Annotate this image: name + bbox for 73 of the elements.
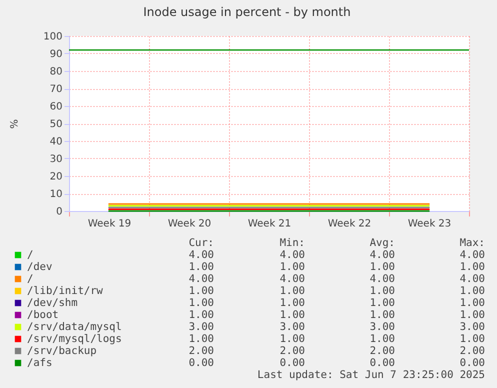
text: 1.00	[188, 285, 214, 297]
text: 1.00	[188, 297, 214, 309]
text: 3.00	[188, 321, 214, 333]
text: 0.00	[188, 357, 214, 369]
text: 1.00	[370, 261, 395, 273]
x-tick-label: Week 19	[88, 218, 132, 230]
legend-label: /srv/backup	[27, 345, 97, 357]
text: 4.00	[460, 273, 485, 285]
text: 2.00	[280, 345, 305, 357]
y-tick-label: 50	[50, 119, 62, 130]
text: 0.00	[460, 357, 485, 369]
text: 0.00	[280, 357, 305, 369]
x-tick-label: Week 21	[248, 218, 292, 230]
text: 1.00	[280, 333, 305, 345]
text: Max:	[460, 237, 485, 249]
text: 2.00	[188, 345, 214, 357]
text: 1.00	[460, 333, 485, 345]
text: Avg:	[370, 237, 395, 249]
text: Cur:	[188, 237, 214, 249]
chart-title: Inode usage in percent - by month	[143, 5, 351, 19]
y-tick-label: 90	[50, 49, 62, 60]
legend-label: /boot	[27, 309, 59, 321]
text: 4.00	[188, 273, 214, 285]
text: 1.00	[188, 309, 214, 321]
text: 4.00	[460, 249, 485, 261]
y-tick-label: 100	[43, 32, 62, 42]
y-tick-label: 10	[50, 189, 62, 200]
text: 1.00	[370, 309, 395, 321]
text: Min:	[280, 237, 305, 249]
text: 1.00	[280, 309, 305, 321]
text: 2.00	[370, 345, 395, 357]
y-axis-title: %	[9, 119, 20, 129]
text: 3.00	[370, 321, 395, 333]
legend-label: /dev/shm	[27, 297, 78, 309]
y-tick-label: 30	[50, 154, 62, 165]
text: 3.00	[460, 321, 485, 333]
y-tick-label: 20	[50, 172, 62, 182]
y-tick-label: 0	[56, 206, 62, 218]
legend-label: /srv/mysql/logs	[27, 333, 122, 345]
text: 1.00	[460, 285, 485, 297]
text: Last update: Sat Jun 7 23:25:00 2025	[257, 369, 485, 381]
legend-label: /srv/data/mysql	[27, 321, 122, 333]
y-tick-label: 60	[50, 102, 62, 112]
y-tick-label: 70	[50, 84, 62, 95]
text: 1.00	[280, 261, 305, 273]
text: 1.00	[370, 297, 395, 309]
legend-label: /afs	[27, 357, 52, 369]
legend-label: /	[27, 249, 34, 261]
legend-label: /	[27, 273, 34, 285]
legend-label: /lib/init/rw	[27, 285, 104, 297]
y-tick-label: 40	[50, 136, 62, 148]
x-tick-label: Week 20	[168, 218, 212, 230]
text: 1.00	[370, 285, 395, 297]
y-tick-label: 80	[50, 66, 62, 78]
text: 1.00	[460, 297, 485, 309]
text: 4.00	[280, 249, 305, 261]
text: 1.00	[460, 309, 485, 321]
x-tick-label: Week 22	[328, 218, 372, 230]
text: 4.00	[280, 273, 305, 285]
text: 1.00	[280, 297, 305, 309]
text: 0.00	[370, 357, 395, 369]
text: 1.00	[188, 261, 214, 273]
text: 4.00	[370, 249, 395, 261]
text: 1.00	[460, 261, 485, 273]
text: 4.00	[188, 249, 214, 261]
legend-label: /dev	[27, 261, 52, 273]
text: 1.00	[188, 333, 214, 345]
text: 1.00	[280, 285, 305, 297]
x-tick-label: Week 23	[408, 218, 452, 230]
text: 1.00	[370, 333, 395, 345]
text: 2.00	[460, 345, 485, 357]
text: 4.00	[370, 273, 395, 285]
text: 3.00	[280, 321, 305, 333]
